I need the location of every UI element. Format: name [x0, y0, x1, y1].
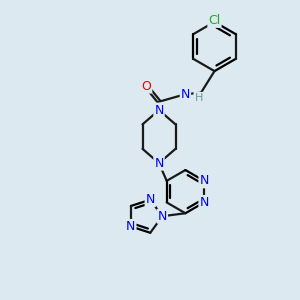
- Text: N: N: [200, 174, 209, 187]
- Text: N: N: [200, 196, 209, 209]
- Text: O: O: [142, 80, 151, 93]
- Text: N: N: [158, 210, 167, 223]
- Text: N: N: [154, 157, 164, 169]
- Text: Cl: Cl: [208, 14, 220, 27]
- Text: N: N: [146, 193, 155, 206]
- Text: N: N: [154, 103, 164, 117]
- Text: H: H: [194, 93, 203, 103]
- Text: N: N: [181, 88, 190, 101]
- Text: N: N: [126, 220, 136, 233]
